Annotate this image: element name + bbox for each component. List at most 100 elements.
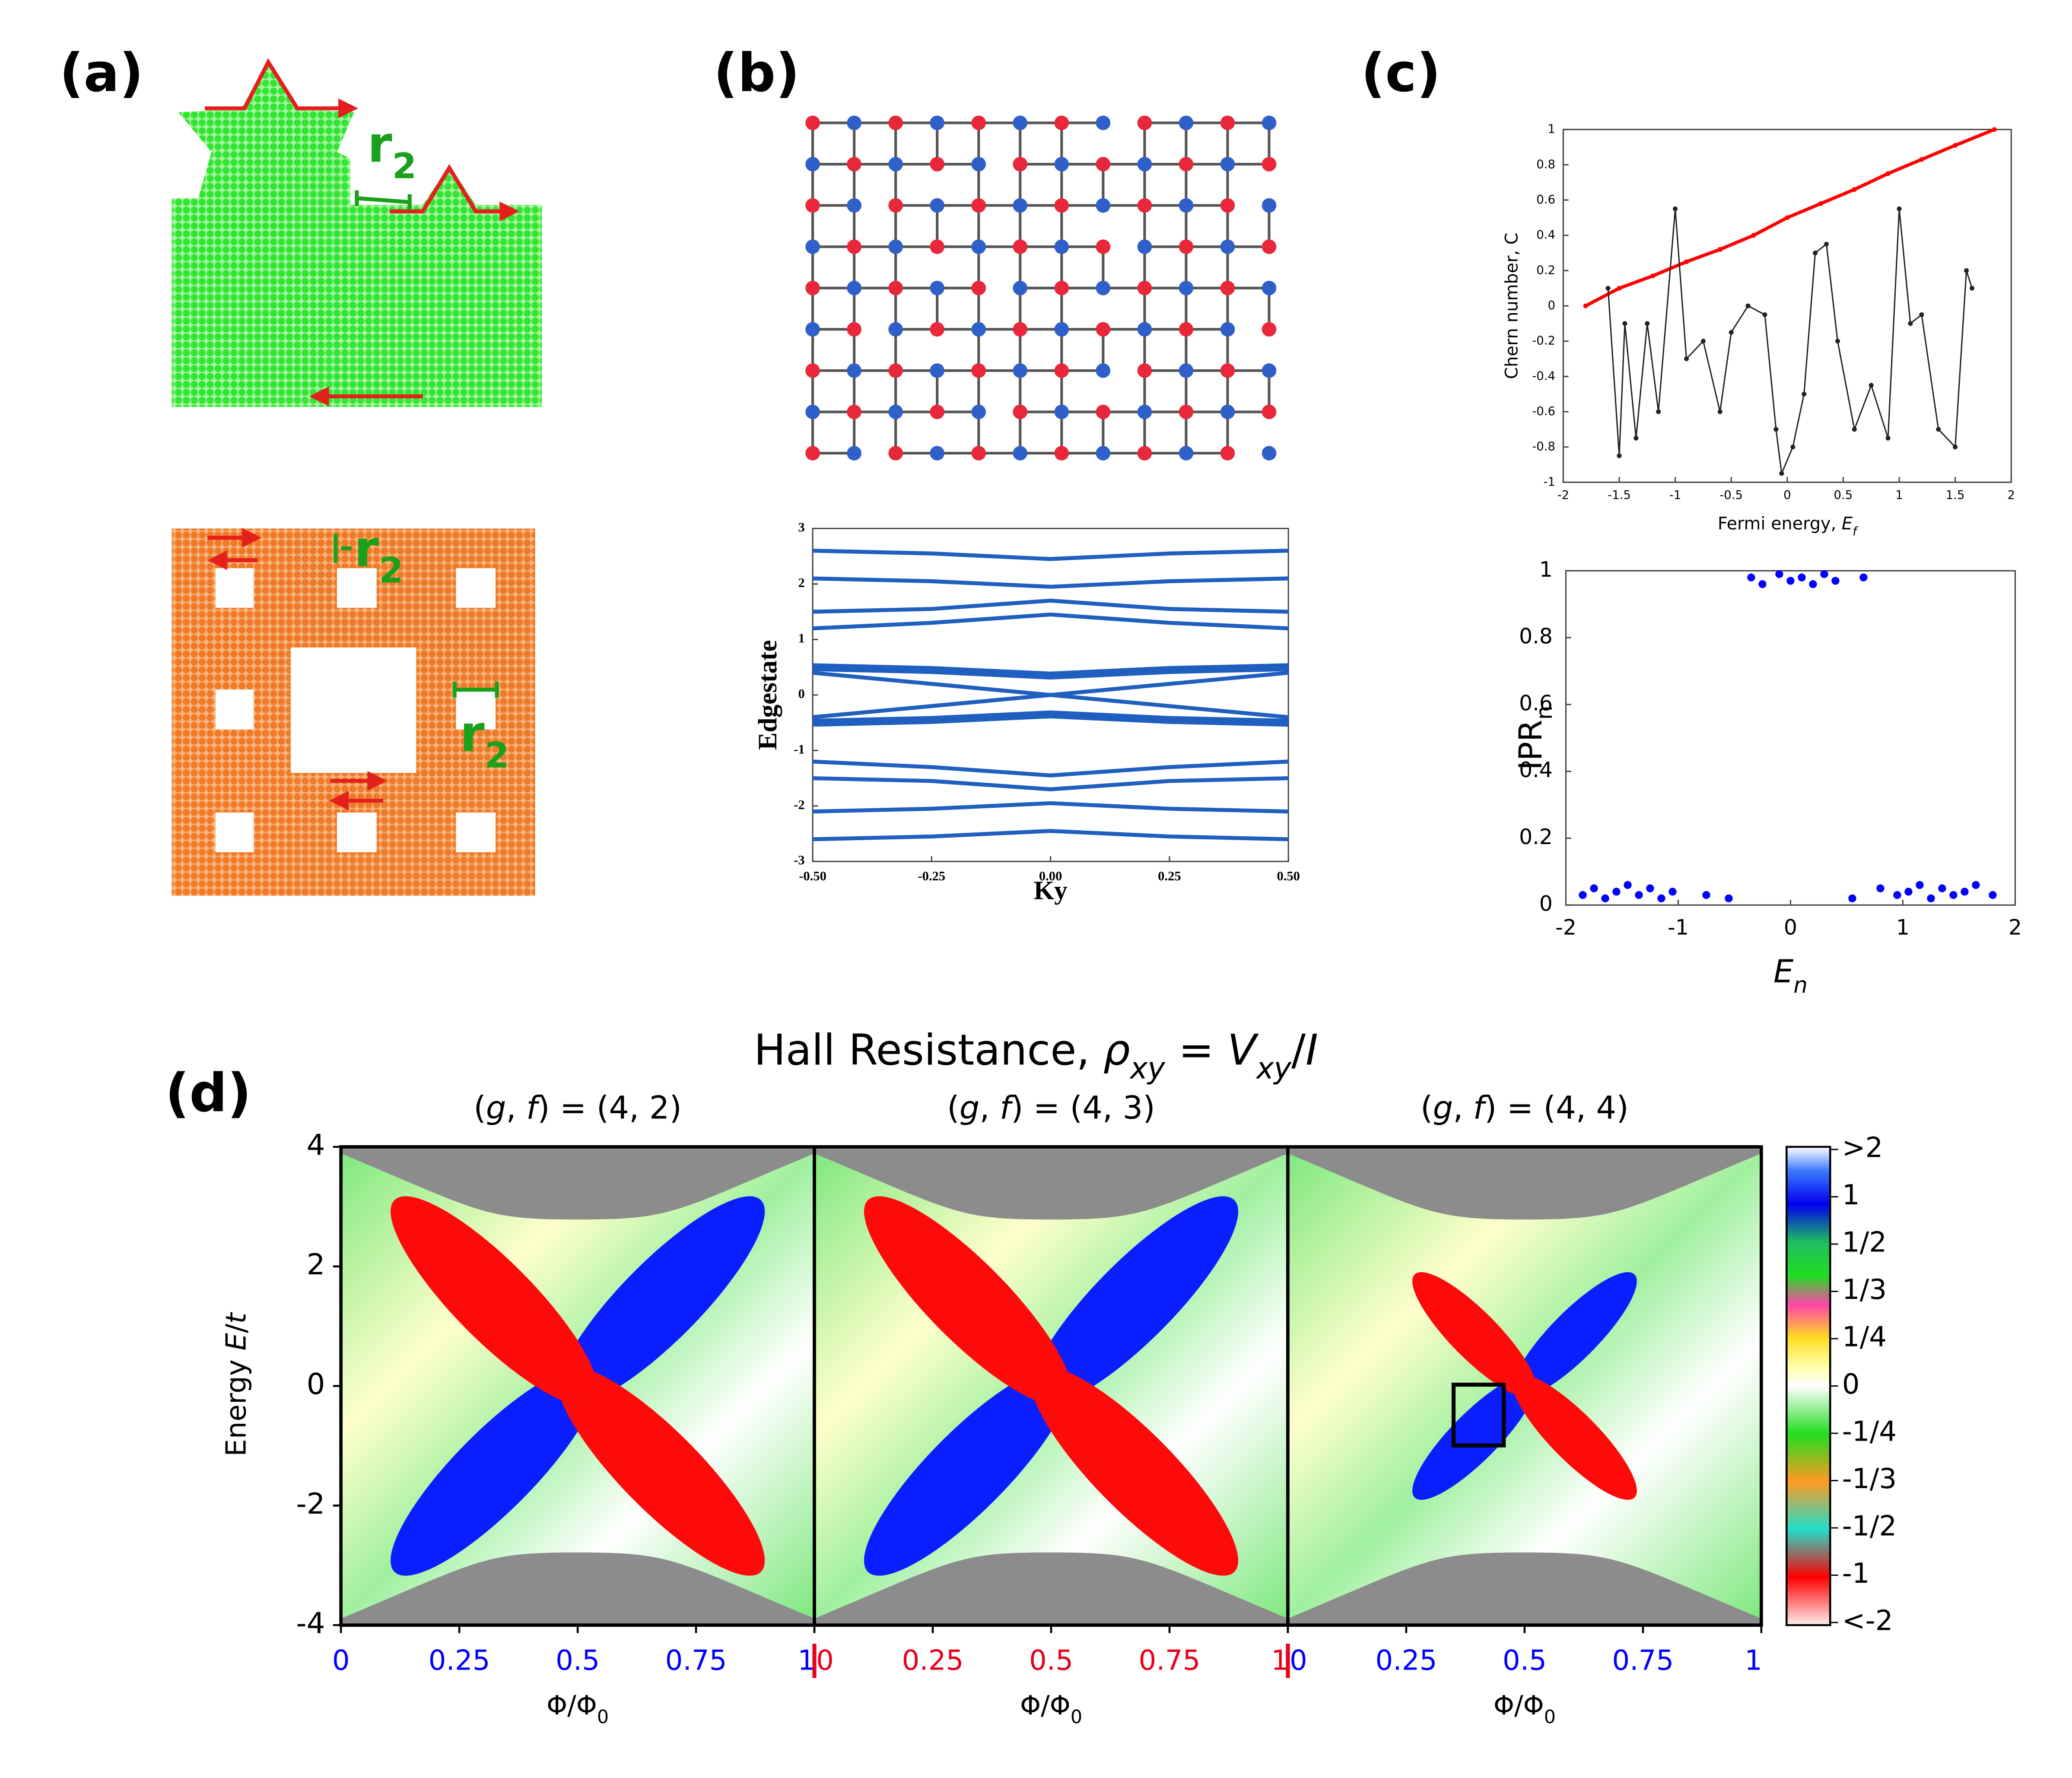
- point: [1751, 233, 1756, 238]
- y-tick-label: 4: [307, 1128, 325, 1162]
- point: [1762, 312, 1767, 317]
- point: [1809, 580, 1817, 588]
- site: [930, 115, 945, 130]
- site: [805, 157, 820, 171]
- point: [1633, 435, 1639, 441]
- point: [1617, 286, 1622, 291]
- site: [930, 157, 945, 171]
- annotation: r2: [367, 115, 416, 187]
- point: [1953, 143, 1958, 148]
- y-tick-label: 1: [798, 631, 804, 645]
- y-tick-label: 0: [1539, 892, 1553, 916]
- series-line: [812, 829, 1289, 841]
- site: [1220, 322, 1235, 337]
- site: [1179, 239, 1194, 254]
- site: [1220, 198, 1235, 213]
- colorbar-label: -1/3: [1842, 1463, 1897, 1495]
- site: [1013, 404, 1028, 419]
- site: [1096, 322, 1111, 337]
- y-tick-label: 0: [307, 1367, 325, 1401]
- series-line: [812, 801, 1289, 814]
- series-line: [812, 759, 1289, 778]
- site: [888, 363, 903, 378]
- site: [805, 239, 820, 254]
- y-tick-label: 0.4: [1519, 758, 1553, 782]
- point: [1673, 206, 1678, 211]
- panel-label: (a): [60, 42, 143, 104]
- heatmap-lobe: [391, 1366, 598, 1576]
- x-tick-label: 0: [332, 1644, 350, 1676]
- x-tick-label: 0.00: [1039, 869, 1062, 883]
- point: [1798, 573, 1806, 581]
- site: [1013, 322, 1028, 337]
- point: [1972, 881, 1980, 889]
- series-line: [812, 776, 1289, 791]
- text-part: (: [1421, 1089, 1433, 1126]
- x-axis-label: En: [1773, 953, 1808, 998]
- point: [1650, 273, 1656, 279]
- site: [1262, 322, 1277, 337]
- point: [1927, 894, 1935, 902]
- site: [1179, 363, 1194, 378]
- site: [1262, 157, 1277, 171]
- site: [1054, 198, 1069, 213]
- y-tick-label: 0: [1548, 298, 1556, 312]
- site: [888, 115, 903, 130]
- annotation: r2: [460, 705, 509, 776]
- x-tick-label: -0.50: [799, 869, 826, 883]
- site: [1096, 239, 1111, 254]
- site: [1054, 115, 1069, 130]
- site: [1096, 363, 1111, 378]
- site: [1013, 280, 1028, 295]
- y-tick-label: -0.6: [1532, 404, 1555, 418]
- x-tick-label: 1: [1895, 488, 1903, 502]
- point: [1668, 888, 1677, 896]
- y-tick-label: 2: [307, 1248, 325, 1281]
- y-tick-label: -3: [794, 853, 804, 867]
- text-part: (: [947, 1089, 960, 1126]
- site: [805, 198, 820, 213]
- site: [1137, 404, 1152, 419]
- y-tick-label: -2: [794, 797, 804, 812]
- text-part: r: [354, 520, 379, 578]
- site: [888, 446, 903, 460]
- y-tick-label: 0.2: [1536, 263, 1555, 277]
- site: [1096, 115, 1111, 130]
- heatmap-lobe: [391, 1196, 598, 1406]
- site: [805, 322, 820, 337]
- text-part: g: [1433, 1089, 1453, 1126]
- x-axis-label: Φ/Φ0: [547, 1690, 609, 1727]
- site: [805, 404, 820, 419]
- point: [1646, 884, 1654, 892]
- point: [1897, 206, 1902, 211]
- site: [1137, 239, 1152, 254]
- site: [930, 363, 945, 378]
- x-axis-label: Ky: [1034, 876, 1068, 905]
- point: [1747, 573, 1755, 581]
- x-tick-label: 0.5: [556, 1644, 600, 1676]
- x-tick-label: 0.50: [1277, 869, 1300, 883]
- text-part: 0: [1071, 1706, 1082, 1727]
- site: [1262, 239, 1277, 254]
- colorbar: [1786, 1146, 1831, 1626]
- x-tick-label: 0.25: [429, 1644, 490, 1676]
- site: [1262, 446, 1277, 460]
- series-line: [812, 710, 1289, 727]
- point: [1992, 127, 1997, 132]
- site: [1179, 280, 1194, 295]
- green-lattice: [172, 59, 542, 407]
- text-part: V: [1227, 1026, 1259, 1075]
- y-tick-label: -4: [296, 1607, 325, 1640]
- point: [1813, 251, 1818, 256]
- series-line: [812, 670, 1289, 719]
- heatmap-lobe: [1030, 1366, 1239, 1576]
- x-tick-label: 0.5: [1029, 1644, 1073, 1676]
- site: [971, 322, 986, 337]
- colorbar-label: -1/4: [1842, 1416, 1897, 1448]
- point: [1775, 570, 1783, 578]
- x-tick-label: 0: [1290, 1644, 1307, 1676]
- site: [1096, 157, 1111, 171]
- text-part: /: [220, 1324, 252, 1333]
- site: [1137, 322, 1152, 337]
